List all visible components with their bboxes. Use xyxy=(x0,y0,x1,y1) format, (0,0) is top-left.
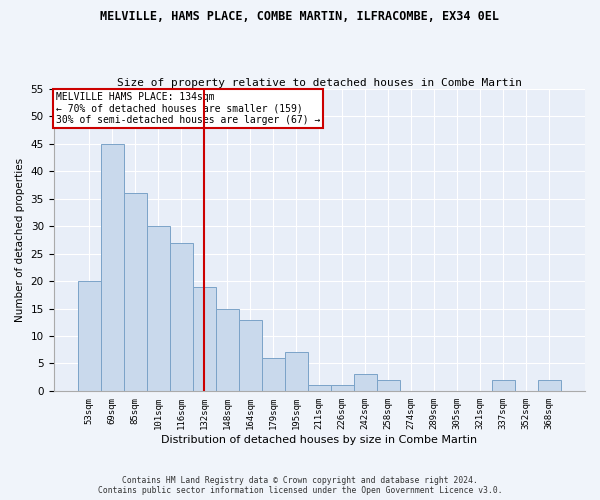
Bar xyxy=(262,358,285,391)
Bar xyxy=(147,226,170,391)
Text: MELVILLE HAMS PLACE: 134sqm
← 70% of detached houses are smaller (159)
30% of se: MELVILLE HAMS PLACE: 134sqm ← 70% of det… xyxy=(56,92,320,125)
Title: Size of property relative to detached houses in Combe Martin: Size of property relative to detached ho… xyxy=(117,78,522,88)
Text: MELVILLE, HAMS PLACE, COMBE MARTIN, ILFRACOMBE, EX34 0EL: MELVILLE, HAMS PLACE, COMBE MARTIN, ILFR… xyxy=(101,10,499,23)
Bar xyxy=(101,144,124,391)
Bar xyxy=(285,352,308,391)
Bar xyxy=(492,380,515,391)
X-axis label: Distribution of detached houses by size in Combe Martin: Distribution of detached houses by size … xyxy=(161,435,478,445)
Bar xyxy=(354,374,377,391)
Text: Contains HM Land Registry data © Crown copyright and database right 2024.
Contai: Contains HM Land Registry data © Crown c… xyxy=(98,476,502,495)
Bar xyxy=(193,286,216,391)
Bar xyxy=(77,281,101,391)
Bar xyxy=(538,380,561,391)
Bar xyxy=(124,193,147,391)
Bar xyxy=(331,386,354,391)
Bar xyxy=(308,386,331,391)
Bar xyxy=(377,380,400,391)
Bar xyxy=(216,308,239,391)
Bar xyxy=(170,242,193,391)
Bar xyxy=(239,320,262,391)
Y-axis label: Number of detached properties: Number of detached properties xyxy=(15,158,25,322)
